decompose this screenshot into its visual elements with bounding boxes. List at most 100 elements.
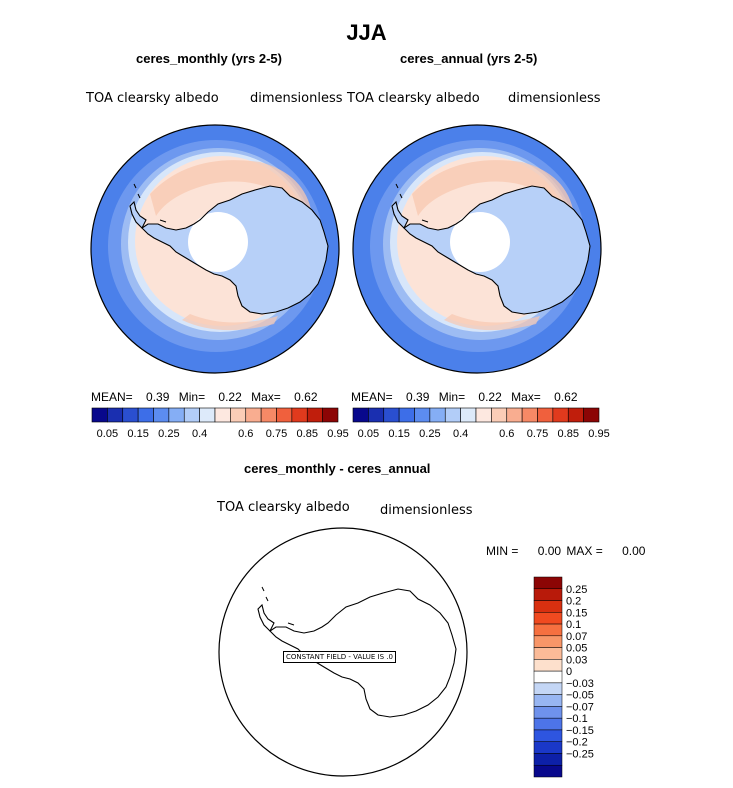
colorbar-swatch xyxy=(533,741,563,754)
colorbar-tick-label: 0.85 xyxy=(297,428,318,440)
colorbar-tick-label: 0.2 xyxy=(566,596,581,608)
colorbar-swatch xyxy=(122,407,139,423)
colorbar-swatch xyxy=(368,407,385,423)
colorbar-swatch xyxy=(322,407,339,423)
panel-2-units: dimensionless xyxy=(508,91,601,106)
mean-label: MEAN= xyxy=(351,390,393,404)
colorbar-swatch xyxy=(533,694,563,707)
colorbar-swatch xyxy=(383,407,400,423)
colorbar-tick-label: 0.4 xyxy=(453,428,468,440)
colorbar-tick-label: 0.75 xyxy=(266,428,287,440)
colorbar-tick-label: 0.75 xyxy=(527,428,548,440)
colorbar-swatch xyxy=(414,407,431,423)
colorbar-swatch xyxy=(291,407,308,423)
panel-2-title: ceres_annual (yrs 2-5) xyxy=(400,51,538,66)
diff-variable: TOA clearsky albedo xyxy=(217,500,350,515)
diff-min-label: MIN = xyxy=(486,544,519,558)
colorbar-tick-label: −0.05 xyxy=(566,690,594,702)
colorbar-swatch xyxy=(183,407,200,423)
panel-1-map xyxy=(90,124,340,374)
colorbar-tick-label: 0.6 xyxy=(238,428,253,440)
colorbar-swatch xyxy=(107,407,124,423)
colorbar-tick-label: 0.6 xyxy=(499,428,514,440)
coastline xyxy=(403,185,591,315)
max-label: Max= xyxy=(511,390,541,404)
panel-1-units: dimensionless xyxy=(250,91,343,106)
colorbar-swatch xyxy=(533,682,563,695)
map-boundary xyxy=(90,124,340,374)
diff-map xyxy=(218,527,468,777)
diff-units: dimensionless xyxy=(380,503,473,518)
colorbar-swatch xyxy=(168,407,185,423)
map-content xyxy=(257,586,457,718)
map-content xyxy=(353,125,601,373)
max-value: 0.62 xyxy=(294,390,318,404)
colorbar-swatch xyxy=(533,623,563,637)
diff-min-value: 0.00 xyxy=(537,544,562,558)
islands xyxy=(395,183,429,223)
colorbar-tick-label: 0.25 xyxy=(419,428,440,440)
colorbar-tick-label: 0.25 xyxy=(158,428,179,440)
colorbar-swatch xyxy=(533,612,563,625)
colorbar-tick-label: −0.2 xyxy=(566,737,588,749)
colorbar-swatch xyxy=(491,407,508,423)
colorbar-swatch xyxy=(429,407,446,423)
colorbar-swatch xyxy=(398,407,415,423)
coastline xyxy=(141,185,329,315)
min-label: Min= xyxy=(438,390,466,404)
islands xyxy=(133,183,167,223)
colorbar-swatch xyxy=(533,659,563,672)
colorbar-swatch xyxy=(583,407,600,423)
panel-2-stats: MEAN= 0.39 Min= 0.22 Max= 0.62 xyxy=(351,390,578,404)
colorbar-swatch xyxy=(153,407,170,423)
colorbar-swatch xyxy=(214,407,231,423)
map-content xyxy=(91,125,339,373)
peninsula-fill xyxy=(392,202,408,228)
sea-ice-dark-patch xyxy=(182,314,278,331)
colorbar-swatch xyxy=(533,588,563,601)
panel-2-variable: TOA clearsky albedo xyxy=(347,91,480,106)
colorbar-tick-label: 0.25 xyxy=(566,584,587,596)
diff-stats: MIN = 0.00 MAX = 0.00 xyxy=(486,544,645,558)
colorbar-swatch xyxy=(537,407,554,423)
mean-value: 0.39 xyxy=(146,390,170,404)
colorbar-tick-label: 0.07 xyxy=(566,631,587,643)
colorbar-swatch xyxy=(533,717,563,731)
diff-colorbar: 0.250.20.150.10.070.050.030−0.03−0.05−0.… xyxy=(533,576,594,778)
colorbar-tick-label: −0.25 xyxy=(566,748,594,760)
sea-ice-dark-patch xyxy=(150,160,312,216)
peninsula-coastline xyxy=(391,200,409,229)
colorbar-tick-label: 0.85 xyxy=(558,428,579,440)
colorbar-swatch xyxy=(306,407,323,423)
colorbar-tick-label: 0.1 xyxy=(566,619,581,631)
diff-title: ceres_monthly - ceres_annual xyxy=(244,461,431,476)
colorbar-swatch xyxy=(567,407,584,423)
min-label: Min= xyxy=(178,390,206,404)
colorbar-tick-label: 0.05 xyxy=(358,428,379,440)
colorbar-tick-label: −0.07 xyxy=(566,701,594,713)
map-boundary xyxy=(352,124,602,374)
colorbar-tick-label: 0.4 xyxy=(192,428,207,440)
panel-2-map xyxy=(352,124,602,374)
colorbar-swatch xyxy=(444,407,461,423)
panel-1-variable: TOA clearsky albedo xyxy=(86,91,219,106)
sea-ice-dark-patch xyxy=(412,160,574,216)
sea-ice-dark-patch xyxy=(444,314,540,331)
coastline xyxy=(269,588,457,718)
colorbar-tick-label: −0.15 xyxy=(566,725,594,737)
colorbar-tick-label: 0.05 xyxy=(566,643,587,655)
main-title: JJA xyxy=(346,20,387,45)
colorbar-tick-label: −0.03 xyxy=(566,678,594,690)
colorbar-swatch xyxy=(533,635,563,648)
colorbar-swatch xyxy=(276,407,293,423)
colorbar-swatch xyxy=(533,647,563,660)
peninsula-coastline xyxy=(129,200,147,229)
map-boundary xyxy=(218,527,468,777)
colorbar-swatch xyxy=(533,753,563,766)
mean-value: 0.39 xyxy=(406,390,430,404)
colorbar-tick-label: 0.15 xyxy=(127,428,148,440)
mean-label: MEAN= xyxy=(91,390,133,404)
colorbar-swatch xyxy=(533,729,563,742)
diff-max-label: MAX = xyxy=(566,544,603,558)
colorbar-swatch xyxy=(91,407,108,423)
